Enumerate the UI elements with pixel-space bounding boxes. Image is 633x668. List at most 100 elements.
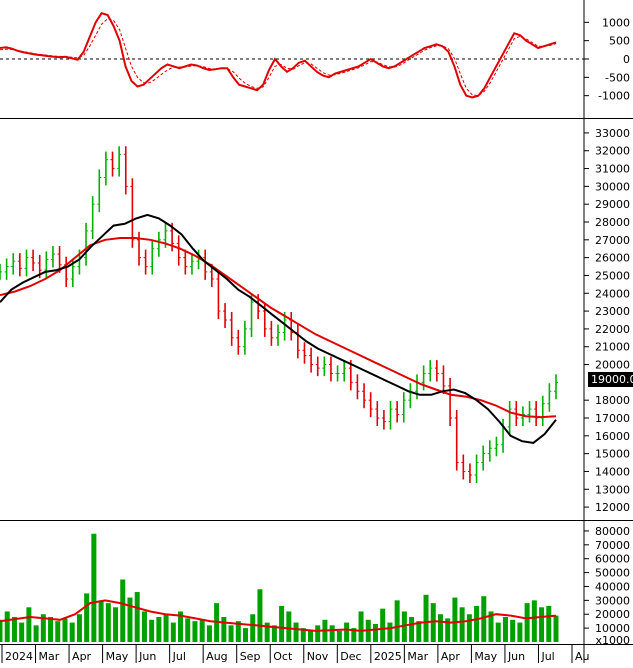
price-axis-tick-label: 32000: [595, 145, 630, 158]
volume-bar: [315, 625, 321, 642]
volume-axis-tick-label: 60000: [595, 553, 630, 566]
volume-bar: [531, 600, 537, 642]
volume-bar: [199, 619, 205, 642]
price-ma-short-line: [0, 213, 557, 444]
volume-bar: [105, 603, 111, 642]
volume-bar: [19, 622, 25, 642]
volume-bar: [134, 592, 140, 642]
volume-bar: [401, 611, 407, 642]
volume-bar: [243, 628, 249, 642]
price-axis-tick-label: 15000: [595, 448, 630, 461]
price-axis-tick-label: 30000: [595, 180, 630, 193]
volume-bar: [452, 597, 458, 642]
volume-bar: [466, 614, 472, 642]
time-axis-label: Apr: [441, 650, 461, 663]
volume-axis-tick-label: 80000: [595, 525, 630, 538]
volume-bar: [178, 611, 184, 642]
volume-bar: [293, 622, 299, 642]
time-axis-label: Oct: [273, 650, 293, 663]
time-axis-label: Jun: [138, 650, 156, 663]
volume-bar: [156, 617, 162, 642]
price-axis-tick-label: 28000: [595, 216, 630, 229]
price-axis-tick-label: 25000: [595, 269, 630, 282]
volume-bar: [141, 611, 147, 642]
volume-bar: [264, 622, 270, 642]
volume-bar: [510, 619, 516, 642]
volume-bar: [437, 614, 443, 642]
oscillator-panel: [0, 12, 584, 99]
price-panel: [0, 146, 558, 484]
volume-bar: [206, 625, 212, 642]
price-axis-tick-label: 29000: [595, 198, 630, 211]
volume-bar: [502, 617, 508, 642]
volume-bar: [553, 615, 559, 642]
time-axis-label: Mar: [407, 650, 428, 663]
volume-bar: [409, 617, 415, 642]
volume-bar: [33, 625, 39, 642]
volume-panel: [0, 533, 559, 642]
time-axis-label: Nov: [307, 650, 329, 663]
time-axis-label: Jul: [172, 650, 186, 663]
volume-bar: [351, 628, 357, 642]
volume-bar: [84, 593, 90, 642]
volume-bar: [11, 617, 17, 642]
volume-bar: [279, 605, 285, 642]
volume-bar: [474, 605, 480, 642]
time-axis-label: Mar: [39, 650, 60, 663]
volume-axis-tick-label: 70000: [595, 539, 630, 552]
volume-bar: [481, 596, 487, 642]
price-axis-tick-label: 33000: [595, 127, 630, 140]
time-axis-label: Jul: [540, 650, 554, 663]
volume-bar: [517, 622, 523, 642]
price-axis-tick-label: 17000: [595, 412, 630, 425]
volume-bar: [459, 607, 465, 642]
price-axis-tick-label: 12000: [595, 501, 630, 514]
price-axis-tick-label: 14000: [595, 465, 630, 478]
volume-axis-tick-label: 30000: [595, 594, 630, 607]
volume-bar: [250, 614, 256, 642]
volume-bar: [149, 619, 155, 642]
time-axis-label: Jun: [507, 650, 525, 663]
volume-bar: [380, 608, 386, 642]
volume-bar: [127, 597, 133, 642]
volume-bar: [430, 603, 436, 642]
volume-bar: [235, 621, 241, 642]
oscillator-axis-tick-label: 500: [609, 35, 630, 48]
volume-bar: [170, 622, 176, 642]
volume-bar: [416, 621, 422, 642]
time-axis-label: May: [106, 650, 129, 663]
volume-bar: [228, 625, 234, 642]
volume-bar: [257, 589, 263, 642]
time-axis-label: Sep: [240, 650, 261, 663]
volume-unit-label: x1000: [595, 634, 630, 647]
volume-bar: [539, 607, 545, 642]
volume-bar: [387, 622, 393, 642]
price-axis-tick-label: 22000: [595, 323, 630, 336]
axis-labels: 1000 500 0 -500 -1000 33000 32000 31000 30000 290…: [1, 16, 630, 663]
volume-axis-tick-label: 40000: [595, 580, 630, 593]
price-axis-tick-label: 23000: [595, 305, 630, 318]
volume-bar: [113, 607, 119, 642]
volume-bar: [26, 607, 32, 642]
oscillator-axis-tick-label: -1000: [598, 90, 630, 103]
volume-bar: [192, 621, 198, 642]
volume-axis-tick-label: 50000: [595, 567, 630, 580]
price-axis-tick-label: 16000: [595, 430, 630, 443]
oscillator-axis-tick-label: -500: [605, 71, 630, 84]
price-axis-tick-label: 27000: [595, 234, 630, 247]
oscillator-signal-line: [0, 18, 557, 97]
last-price-tag: 19000.00: [588, 372, 633, 387]
volume-bar: [546, 605, 552, 642]
volume-bar: [163, 614, 169, 642]
volume-bar: [336, 630, 342, 642]
volume-bar: [488, 611, 494, 642]
price-axis-tick-label: 21000: [595, 341, 630, 354]
volume-bar: [62, 618, 68, 642]
volume-bar: [120, 579, 126, 642]
volume-bar: [372, 623, 378, 642]
oscillator-main-line: [0, 12, 557, 99]
volume-bar: [307, 629, 313, 642]
volume-bar: [329, 625, 335, 642]
